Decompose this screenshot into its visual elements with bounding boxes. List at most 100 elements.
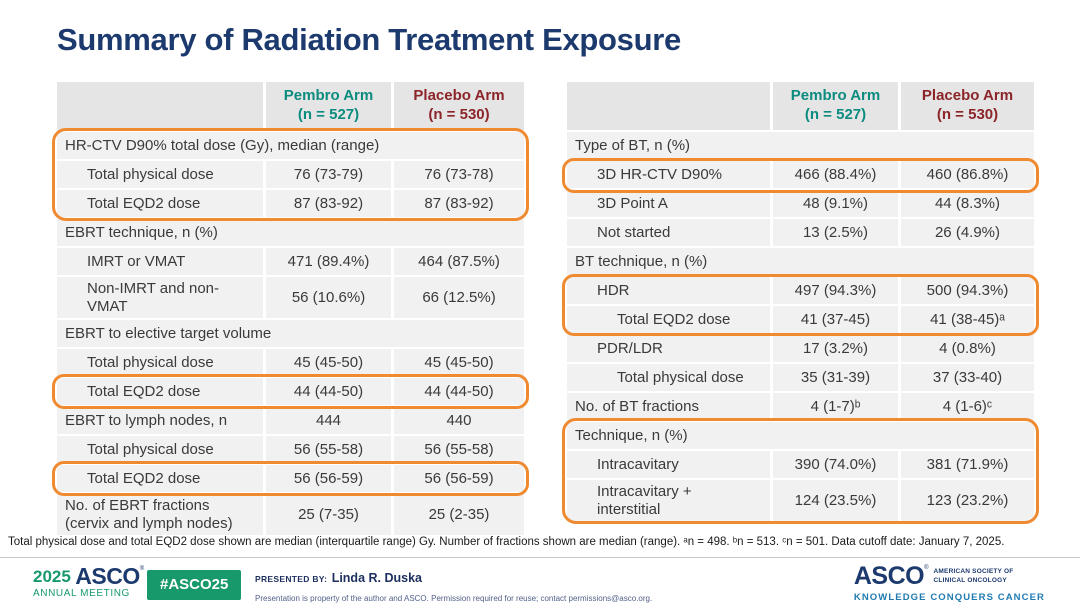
placebo-n-label: (n = 530) (936, 106, 999, 123)
meeting-year: 2025 (33, 567, 71, 586)
row-label: No. of EBRT fractions (cervix and lymph … (57, 494, 263, 535)
placebo-value: 37 (33-40) (901, 364, 1034, 391)
placebo-arm-label: Placebo Arm (413, 87, 505, 105)
pembro-value: 466 (88.4%) (773, 161, 898, 188)
placebo-value: 66 (12.5%) (394, 277, 524, 318)
pembro-value: 13 (2.5%) (773, 219, 898, 246)
pembro-value: 35 (31-39) (773, 364, 898, 391)
asco-tagline: KNOWLEDGE CONQUERS CANCER (853, 592, 1045, 603)
placebo-value: 123 (23.2%) (901, 480, 1034, 521)
row-label: Total EQD2 dose (57, 465, 263, 492)
section-label: HR-CTV D90% total dose (Gy), median (ran… (57, 132, 524, 159)
registered-mark: ® (139, 566, 145, 572)
pembro-value: 76 (73-79) (266, 161, 391, 188)
section-label: Technique, n (%) (567, 422, 1034, 449)
placebo-arm-label: Placebo Arm (921, 87, 1014, 105)
pembro-arm-label: Pembro Arm (790, 87, 881, 105)
presenter-name: Linda R. Duska (331, 571, 422, 585)
corner-cell (567, 82, 770, 130)
pembro-value: 497 (94.3%) (773, 277, 898, 304)
row-label: Total physical dose (57, 161, 263, 188)
section-label: BT technique, n (%) (567, 248, 1034, 275)
pembro-value: 48 (9.1%) (773, 190, 898, 217)
brachytherapy-table: Pembro Arm (n = 527) Placebo Arm (n = 53… (562, 82, 1039, 524)
placebo-column-header: Placebo Arm (n = 530) (901, 82, 1034, 130)
placebo-value: 460 (86.8%) (901, 161, 1034, 188)
placebo-value: 440 (394, 407, 524, 434)
pembro-value: 44 (44-50) (266, 378, 391, 405)
placebo-value: 464 (87.5%) (394, 248, 524, 275)
meeting-org: ASCO (75, 563, 140, 589)
asco-society-logo: ASCO ® AMERICAN SOCIETY OF CLINICAL ONCOL… (853, 562, 1045, 604)
row-label: 3D Point A (567, 190, 770, 217)
presented-by-label: PRESENTED BY: (255, 574, 328, 584)
pembro-value: 4 (1-7)ᵇ (773, 393, 898, 420)
row-label: Non-IMRT and non- VMAT (57, 277, 263, 318)
society-name: AMERICAN SOCIETY OF CLINICAL ONCOLOGY (933, 568, 1014, 584)
row-label: Total EQD2 dose (567, 306, 770, 333)
placebo-value: 45 (45-50) (394, 349, 524, 376)
placebo-value: 87 (83-92) (394, 190, 524, 217)
pembro-value: 45 (45-50) (266, 349, 391, 376)
placebo-column-header: Placebo Arm (n = 530) (394, 82, 524, 130)
section-label: EBRT technique, n (%) (57, 219, 524, 246)
placebo-value: 4 (0.8%) (901, 335, 1034, 362)
row-label: Total EQD2 dose (57, 190, 263, 217)
placebo-value: 76 (73-78) (394, 161, 524, 188)
row-label: Total physical dose (57, 349, 263, 376)
hashtag-badge: #ASCO25 (147, 570, 242, 600)
placebo-value: 56 (55-58) (394, 436, 524, 463)
pembro-value: 25 (7-35) (266, 494, 391, 535)
row-label: 3D HR-CTV D90% (567, 161, 770, 188)
placebo-n-label: (n = 530) (428, 106, 490, 123)
row-label: IMRT or VMAT (57, 248, 263, 275)
pembro-value: 56 (10.6%) (266, 277, 391, 318)
row-label: Total physical dose (567, 364, 770, 391)
section-label: EBRT to elective target volume (57, 320, 524, 347)
annual-meeting-label: ANNUAL MEETING (33, 588, 130, 599)
row-label: EBRT to lymph nodes, n (57, 407, 263, 434)
placebo-value: 381 (71.9%) (901, 451, 1034, 478)
asco-annual-meeting-logo: 2025 ASCO® ANNUAL MEETING (33, 565, 144, 599)
placebo-value: 26 (4.9%) (901, 219, 1034, 246)
slide-title: Summary of Radiation Treatment Exposure (57, 22, 681, 57)
pembro-value: 41 (37-45) (773, 306, 898, 333)
row-label: Intracavitary + interstitial (567, 480, 770, 521)
placebo-value: 44 (44-50) (394, 378, 524, 405)
pembro-value: 56 (56-59) (266, 465, 391, 492)
presenter-block: PRESENTED BY: Linda R. Duska Presentatio… (255, 569, 652, 603)
registered-mark: ® (924, 565, 929, 571)
row-label: Total EQD2 dose (57, 378, 263, 405)
pembro-value: 124 (23.5%) (773, 480, 898, 521)
pembro-value: 390 (74.0%) (773, 451, 898, 478)
pembro-value: 87 (83-92) (266, 190, 391, 217)
pembro-value: 17 (3.2%) (773, 335, 898, 362)
placebo-value: 56 (56-59) (394, 465, 524, 492)
pembro-n-label: (n = 527) (297, 106, 360, 123)
pembro-n-label: (n = 527) (804, 106, 867, 123)
placebo-value: 44 (8.3%) (901, 190, 1034, 217)
placebo-value: 41 (38-45)ᵃ (901, 306, 1034, 333)
row-label: HDR (567, 277, 770, 304)
corner-cell (57, 82, 263, 130)
pembro-column-header: Pembro Arm (n = 527) (773, 82, 898, 130)
row-label: Not started (567, 219, 770, 246)
row-label: Intracavitary (567, 451, 770, 478)
ebrt-table: Pembro Arm (n = 527) Placebo Arm (n = 53… (52, 82, 529, 535)
section-label: Type of BT, n (%) (567, 132, 1034, 159)
pembro-value: 471 (89.4%) (266, 248, 391, 275)
row-label: Total physical dose (57, 436, 263, 463)
placebo-value: 25 (2-35) (394, 494, 524, 535)
footnote: Total physical dose and total EQD2 dose … (8, 536, 1005, 548)
row-label: No. of BT fractions (567, 393, 770, 420)
footer-bar: 2025 ASCO® ANNUAL MEETING #ASCO25 PRESEN… (0, 557, 1080, 608)
placebo-value: 500 (94.3%) (901, 277, 1034, 304)
placebo-value: 4 (1-6)ᶜ (901, 393, 1034, 420)
asco-wordmark: ASCO (853, 562, 925, 590)
row-label: PDR/LDR (567, 335, 770, 362)
pembro-value: 444 (266, 407, 391, 434)
pembro-value: 56 (55-58) (266, 436, 391, 463)
pembro-column-header: Pembro Arm (n = 527) (266, 82, 391, 130)
permission-disclaimer: Presentation is property of the author a… (255, 594, 653, 603)
